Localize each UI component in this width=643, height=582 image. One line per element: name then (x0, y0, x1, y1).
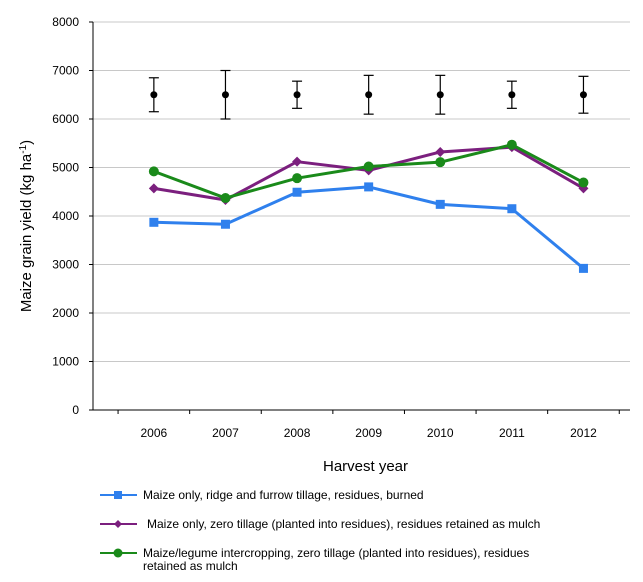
data-point (148, 166, 159, 177)
data-point (578, 177, 589, 188)
data-point (220, 193, 231, 204)
data-point (435, 146, 446, 157)
x-tick-label: 2009 (355, 426, 382, 440)
legend: Maize only, ridge and furrow tillage, re… (100, 488, 540, 573)
data-point (149, 217, 159, 227)
series-lines (148, 139, 589, 273)
y-tick-label: 1000 (52, 355, 79, 369)
legend-marker-series-1 (114, 491, 122, 499)
error-bars (148, 69, 589, 120)
x-tick-label: 2007 (212, 426, 239, 440)
y-tick-label: 4000 (52, 209, 79, 223)
data-point (364, 182, 374, 192)
y-tick-label: 6000 (52, 112, 79, 126)
data-point (435, 157, 446, 168)
data-point (292, 156, 303, 167)
x-tick-label: 2012 (570, 426, 597, 440)
legend-label-series-3-line-1: Maize/legume intercropping, zero tillage… (143, 546, 529, 560)
data-point (578, 263, 588, 273)
series-3 (148, 139, 589, 204)
x-tick-label: 2008 (284, 426, 311, 440)
y-tick-label: 7000 (52, 64, 79, 78)
x-tick-label: 2011 (499, 426, 525, 440)
data-point (148, 183, 159, 194)
y-axis-title: Maize grain yield (kg ha-1) (18, 140, 36, 312)
legend-entry-series-2: Maize only, zero tillage (planted into r… (100, 517, 540, 531)
legend-marker-series-2 (114, 520, 122, 528)
error-point (293, 91, 301, 99)
data-point (435, 199, 445, 209)
legend-label-series-1: Maize only, ridge and furrow tillage, re… (143, 488, 424, 502)
legend-label-series-2: Maize only, zero tillage (planted into r… (147, 517, 540, 531)
legend-marker-series-3 (113, 548, 123, 558)
x-tick-label: 2006 (141, 426, 168, 440)
error-point (579, 91, 587, 99)
data-point (292, 187, 302, 197)
error-point (150, 91, 158, 99)
data-point (506, 139, 517, 150)
y-axis-title-superscript: -1 (18, 144, 29, 153)
legend-label-series-3-line-2: retained as mulch (143, 559, 238, 573)
data-point (363, 161, 374, 172)
y-tick-label: 3000 (52, 258, 79, 272)
y-tick-labels: 0 1000 2000 3000 4000 5000 6000 7000 8000 (52, 15, 93, 417)
y-tick-label: 0 (72, 403, 79, 417)
series-1 (149, 182, 588, 273)
x-tick-label: 2010 (427, 426, 454, 440)
error-point (365, 91, 373, 99)
data-point (220, 219, 230, 229)
error-point (221, 91, 229, 99)
y-tick-label: 8000 (52, 15, 79, 29)
legend-entry-series-3: Maize/legume intercropping, zero tillage… (100, 546, 529, 573)
data-point (292, 173, 303, 184)
data-point (507, 204, 517, 214)
error-point (436, 91, 444, 99)
x-tick-labels: 2006 2007 2008 2009 2010 2011 2012 (117, 410, 620, 440)
error-point (508, 91, 516, 99)
y-axis-title-main: Maize grain yield (kg ha (18, 153, 35, 312)
y-tick-label: 5000 (52, 161, 79, 175)
y-tick-label: 2000 (52, 306, 79, 320)
legend-entry-series-1: Maize only, ridge and furrow tillage, re… (100, 488, 424, 502)
y-axis-title-close: ) (18, 140, 35, 145)
x-axis-title: Harvest year (323, 458, 408, 475)
